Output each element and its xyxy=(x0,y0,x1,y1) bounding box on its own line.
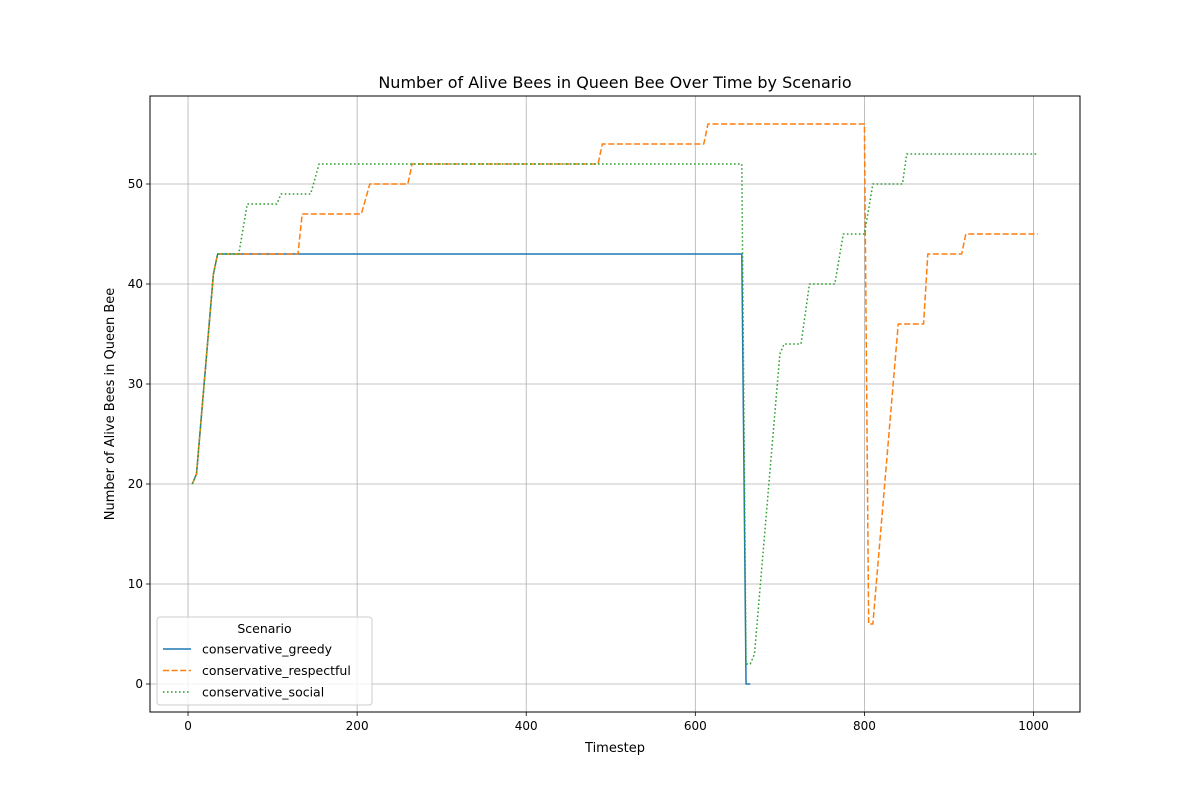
chart-title: Number of Alive Bees in Queen Bee Over T… xyxy=(378,73,851,92)
legend-entries: conservative_greedy conservative_respectf… xyxy=(163,642,351,700)
y-tick-label: 20 xyxy=(128,477,143,491)
legend-title: Scenario xyxy=(237,621,291,636)
y-tick-label: 10 xyxy=(128,577,143,591)
x-tick-label: 1000 xyxy=(1018,719,1049,733)
legend-box xyxy=(156,616,373,706)
y-tick-label: 50 xyxy=(128,177,143,191)
x-tick-label: 0 xyxy=(184,719,192,733)
y-tick-label: 40 xyxy=(128,277,143,291)
axis-ticks: 0 200 400 600 800 1000 0 10 20 30 40 50 xyxy=(128,177,1049,733)
series-line-conservative-respectful xyxy=(191,123,1038,625)
x-tick-label: 200 xyxy=(346,719,369,733)
legend-label-conservative-social: conservative_social xyxy=(202,685,324,700)
plot-area-frame xyxy=(149,95,1081,713)
y-tick-label: 30 xyxy=(128,377,143,391)
x-tick-label: 400 xyxy=(515,719,538,733)
series-lines xyxy=(191,123,1038,685)
x-tick-label: 600 xyxy=(684,719,707,733)
x-tick-label: 800 xyxy=(853,719,876,733)
x-axis-label: Timestep xyxy=(584,741,645,756)
series-line-conservative-social xyxy=(191,153,1038,665)
y-tick-label: 0 xyxy=(135,677,143,691)
legend-label-conservative-respectful: conservative_respectful xyxy=(202,663,351,678)
legend-label-conservative-greedy: conservative_greedy xyxy=(202,642,333,657)
grid xyxy=(150,96,1080,712)
y-axis-label: Number of Alive Bees in Queen Bee xyxy=(103,288,118,521)
legend: Scenario conservative_greedyconservative… xyxy=(156,616,373,706)
